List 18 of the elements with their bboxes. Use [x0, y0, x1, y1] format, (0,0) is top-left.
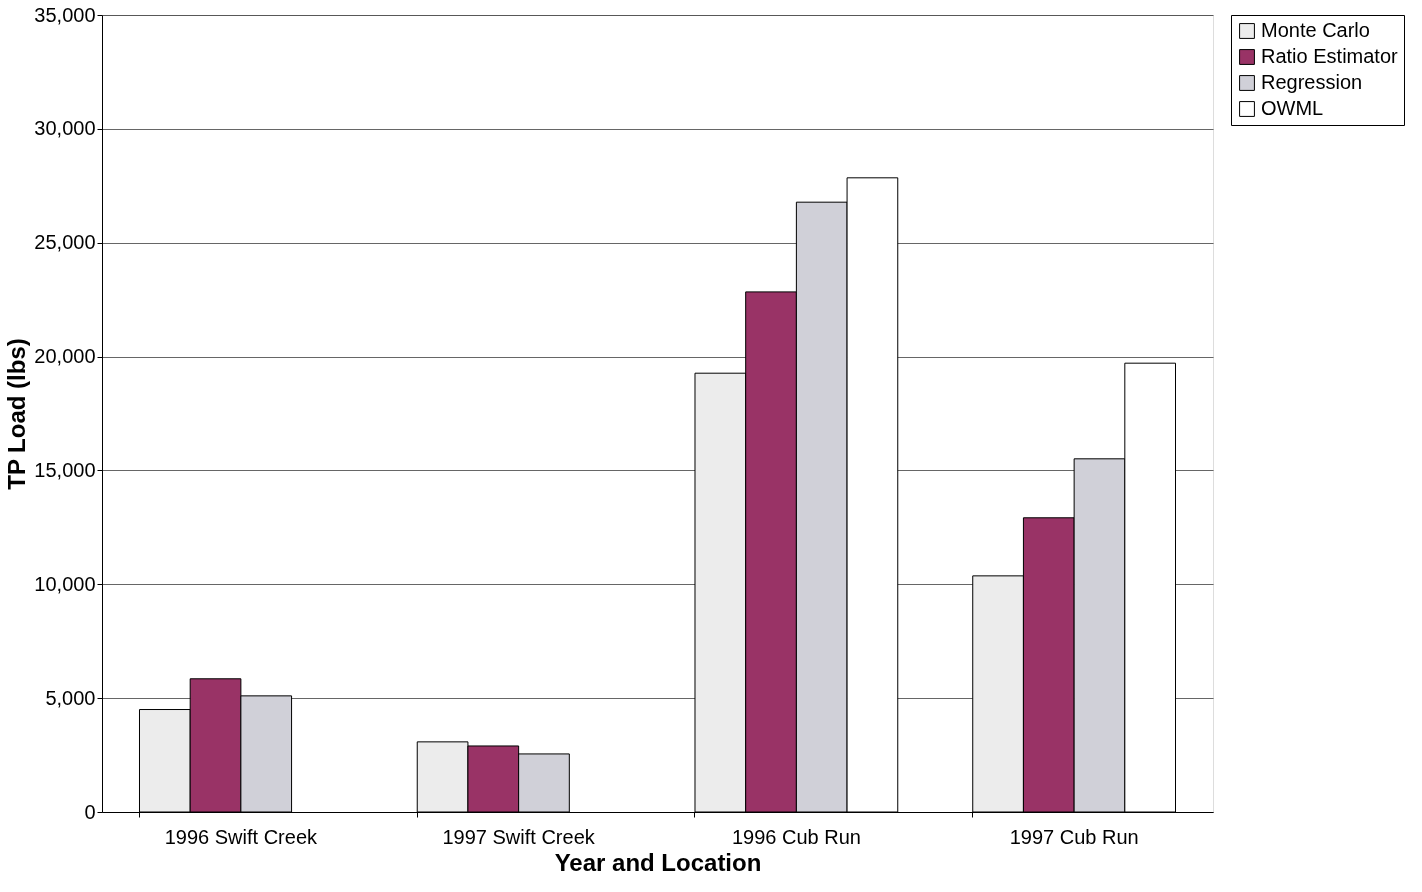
- y-tick-label: 35,000: [34, 3, 96, 26]
- y-tick-label: 5,000: [45, 686, 96, 709]
- y-tick-label: 20,000: [34, 345, 96, 368]
- y-tick-label: 30,000: [34, 117, 96, 140]
- x-tick-label: 1996 Swift Creek: [164, 825, 319, 848]
- y-tick-label: 0: [84, 800, 96, 823]
- x-tick-label: 1997 Swift Creek: [442, 825, 596, 848]
- x-tick-label: 1997 Cub Run: [1009, 825, 1139, 848]
- y-axis-title: TP Load (lbs): [3, 338, 31, 490]
- x-axis-title: Year and Location: [554, 848, 762, 876]
- x-tick-label: 1996 Cub Run: [731, 825, 861, 848]
- y-tick-label: 15,000: [34, 458, 96, 481]
- legend-label: Ratio Estimator: [1261, 45, 1399, 67]
- legend-label: OWML: [1261, 97, 1324, 119]
- y-tick-label: 10,000: [34, 572, 96, 595]
- y-tick-label: 25,000: [34, 231, 96, 254]
- legend-label: Regression: [1261, 71, 1363, 93]
- legend-label: Monte Carlo: [1261, 19, 1370, 41]
